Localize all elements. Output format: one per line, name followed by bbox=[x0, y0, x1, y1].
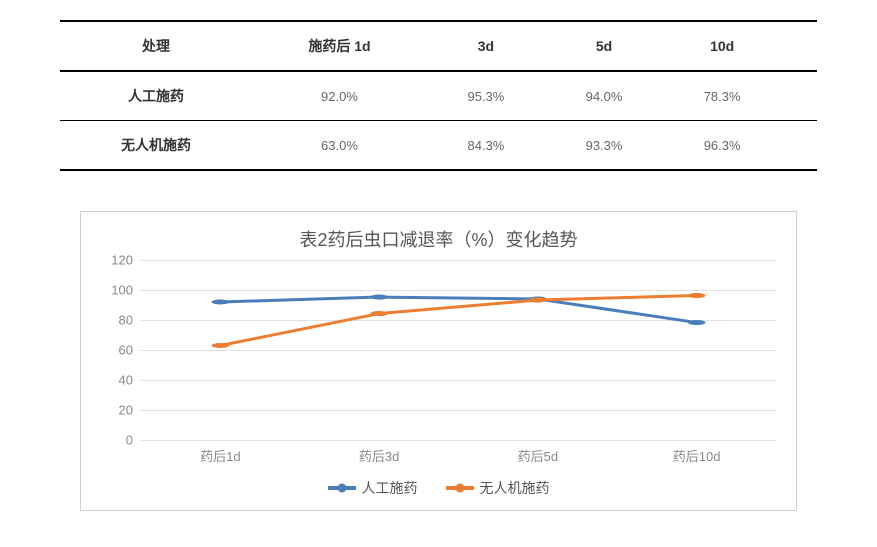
x-axis-ticks: 药后1d药后3d药后5d药后10d bbox=[141, 446, 776, 465]
y-tick-label: 60 bbox=[119, 343, 133, 358]
chart-title: 表2药后虫口减退率（%）变化趋势 bbox=[101, 226, 776, 252]
legend-item: 人工施药 bbox=[328, 478, 418, 498]
series-line bbox=[220, 297, 696, 323]
cell: 95.3% bbox=[427, 71, 545, 121]
row-label: 人工施药 bbox=[60, 71, 252, 121]
y-tick-label: 20 bbox=[119, 403, 133, 418]
y-tick-label: 120 bbox=[111, 253, 133, 268]
series-marker bbox=[370, 311, 388, 316]
plot-area: 020406080100120 bbox=[141, 260, 776, 440]
series-marker bbox=[211, 343, 229, 348]
table-row: 无人机施药 63.0% 84.3% 93.3% 96.3% bbox=[60, 121, 817, 171]
cell-empty bbox=[781, 121, 817, 171]
series-marker bbox=[370, 295, 388, 300]
y-tick-label: 40 bbox=[119, 373, 133, 388]
table-header-row: 处理 施药后 1d 3d 5d 10d bbox=[60, 21, 817, 71]
x-tick-label: 药后10d bbox=[617, 446, 776, 465]
y-tick-label: 80 bbox=[119, 313, 133, 328]
legend-swatch bbox=[328, 486, 356, 490]
cell: 96.3% bbox=[663, 121, 781, 171]
y-tick-label: 0 bbox=[126, 433, 133, 448]
cell: 84.3% bbox=[427, 121, 545, 171]
cell: 92.0% bbox=[252, 71, 427, 121]
y-axis-ticks: 020406080100120 bbox=[101, 260, 137, 440]
series-marker bbox=[211, 299, 229, 304]
legend-label: 人工施药 bbox=[362, 478, 418, 498]
series-marker bbox=[688, 320, 706, 325]
line-series-svg bbox=[141, 260, 776, 440]
col-header: 5d bbox=[545, 21, 663, 71]
col-header: 10d bbox=[663, 21, 781, 71]
x-tick-label: 药后5d bbox=[459, 446, 618, 465]
x-tick-label: 药后3d bbox=[300, 446, 459, 465]
series-marker bbox=[529, 298, 547, 303]
legend-swatch bbox=[446, 486, 474, 490]
cell: 93.3% bbox=[545, 121, 663, 171]
col-header-empty bbox=[781, 21, 817, 71]
cell: 63.0% bbox=[252, 121, 427, 171]
cell: 78.3% bbox=[663, 71, 781, 121]
cell: 94.0% bbox=[545, 71, 663, 121]
y-tick-label: 100 bbox=[111, 283, 133, 298]
chart-container: 表2药后虫口减退率（%）变化趋势 020406080100120 药后1d药后3… bbox=[80, 211, 797, 511]
series-line bbox=[220, 296, 696, 346]
legend-item: 无人机施药 bbox=[446, 478, 550, 498]
row-label: 无人机施药 bbox=[60, 121, 252, 171]
data-table: 处理 施药后 1d 3d 5d 10d 人工施药 92.0% 95.3% 94.… bbox=[60, 20, 817, 171]
series-marker bbox=[688, 293, 706, 298]
table-row: 人工施药 92.0% 95.3% 94.0% 78.3% bbox=[60, 71, 817, 121]
legend-label: 无人机施药 bbox=[480, 478, 550, 498]
col-header: 3d bbox=[427, 21, 545, 71]
col-header: 处理 bbox=[60, 21, 252, 71]
col-header: 施药后 1d bbox=[252, 21, 427, 71]
grid-line bbox=[141, 440, 776, 441]
cell-empty bbox=[781, 71, 817, 121]
legend: 人工施药 无人机施药 bbox=[101, 477, 776, 498]
x-tick-label: 药后1d bbox=[141, 446, 300, 465]
